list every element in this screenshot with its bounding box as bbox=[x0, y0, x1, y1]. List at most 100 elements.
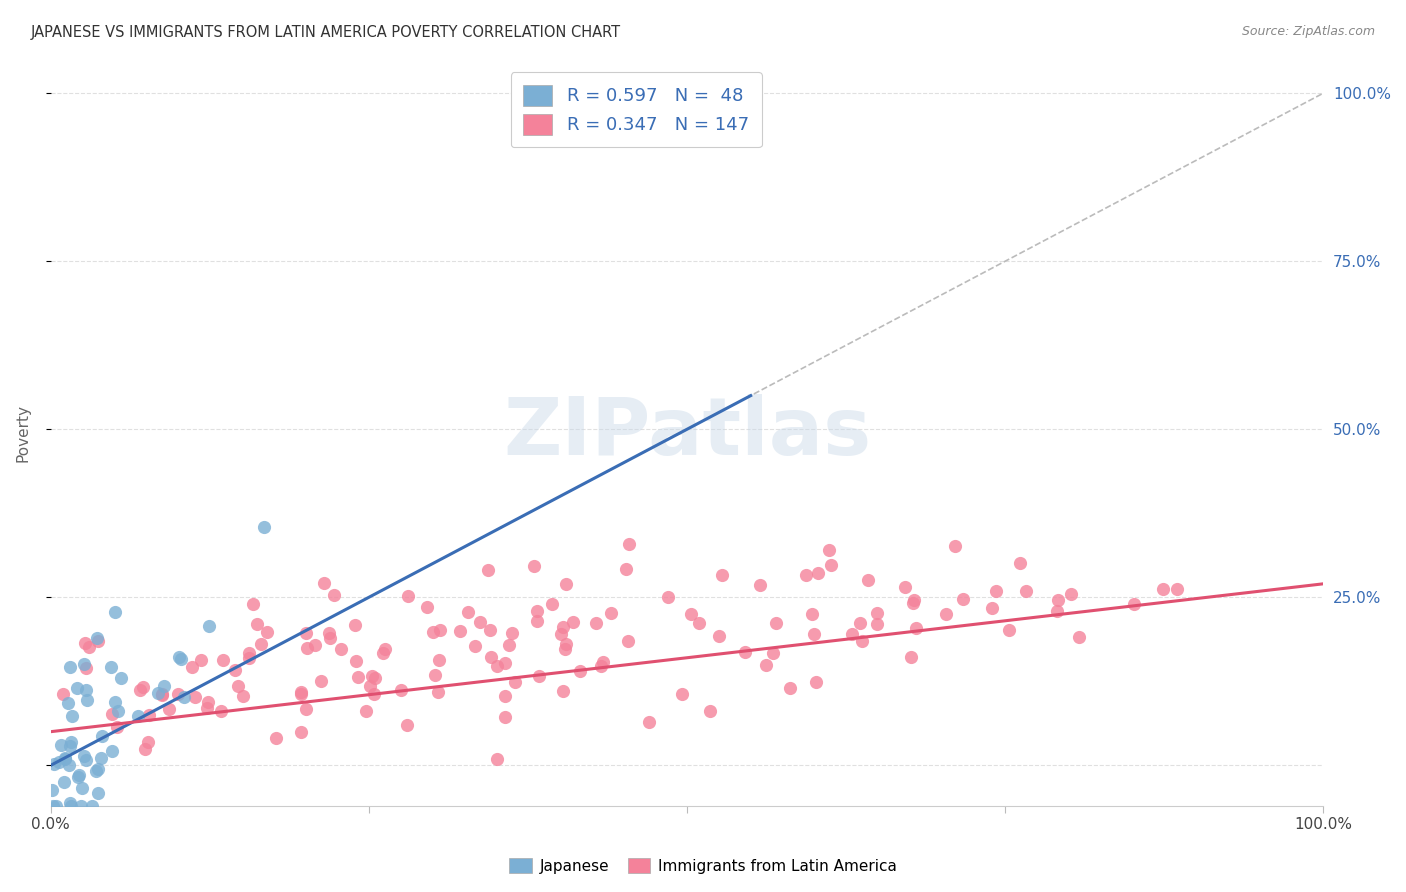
Point bbox=[561, 615, 583, 629]
Point bbox=[167, 649, 190, 664]
Point bbox=[75, 661, 97, 675]
Point bbox=[1067, 630, 1090, 644]
Point bbox=[952, 592, 974, 607]
Point bbox=[569, 664, 592, 678]
Legend: R = 0.597   N =  48, R = 0.347   N = 147: R = 0.597 N = 48, R = 0.347 N = 147 bbox=[510, 72, 762, 147]
Point bbox=[800, 607, 823, 622]
Point bbox=[347, 670, 370, 684]
Text: JAPANESE VS IMMIGRANTS FROM LATIN AMERICA POVERTY CORRELATION CHART: JAPANESE VS IMMIGRANTS FROM LATIN AMERIC… bbox=[31, 25, 621, 40]
Point bbox=[527, 669, 550, 683]
Point bbox=[48, 755, 70, 769]
Point bbox=[555, 577, 578, 591]
Point bbox=[804, 674, 827, 689]
Point bbox=[86, 762, 108, 776]
Point bbox=[389, 683, 412, 698]
Point bbox=[86, 787, 108, 801]
Point bbox=[617, 537, 640, 551]
Point bbox=[485, 752, 508, 766]
Point bbox=[41, 782, 63, 797]
Point bbox=[820, 558, 842, 572]
Point bbox=[794, 568, 817, 582]
Point bbox=[464, 639, 486, 653]
Point bbox=[52, 687, 75, 701]
Point bbox=[1008, 556, 1031, 570]
Point bbox=[84, 764, 107, 778]
Point bbox=[359, 679, 381, 693]
Point bbox=[76, 693, 98, 707]
Point bbox=[232, 689, 254, 703]
Legend: Japanese, Immigrants from Latin America: Japanese, Immigrants from Latin America bbox=[503, 852, 903, 880]
Point bbox=[290, 687, 312, 701]
Point bbox=[166, 687, 188, 701]
Point bbox=[90, 751, 112, 765]
Point bbox=[1014, 584, 1036, 599]
Point bbox=[146, 686, 169, 700]
Point bbox=[371, 647, 394, 661]
Point bbox=[295, 626, 318, 640]
Point bbox=[212, 653, 235, 667]
Point bbox=[290, 685, 312, 699]
Point bbox=[58, 758, 80, 772]
Point bbox=[614, 562, 637, 576]
Point bbox=[344, 654, 367, 668]
Point bbox=[58, 660, 80, 674]
Point bbox=[150, 687, 173, 701]
Point bbox=[190, 653, 212, 667]
Point bbox=[314, 576, 336, 591]
Point bbox=[105, 720, 128, 734]
Point bbox=[197, 619, 219, 633]
Point bbox=[209, 704, 232, 718]
Point bbox=[1047, 593, 1070, 607]
Point bbox=[344, 618, 367, 632]
Point bbox=[295, 641, 318, 656]
Point bbox=[104, 694, 127, 708]
Point bbox=[903, 593, 925, 607]
Point bbox=[817, 543, 839, 558]
Point bbox=[65, 681, 87, 695]
Point bbox=[540, 597, 562, 611]
Point bbox=[195, 701, 218, 715]
Point bbox=[256, 624, 278, 639]
Point bbox=[173, 690, 195, 704]
Point bbox=[138, 708, 160, 723]
Point bbox=[762, 646, 785, 660]
Point bbox=[77, 640, 100, 654]
Point bbox=[364, 671, 387, 685]
Point bbox=[427, 685, 450, 699]
Point bbox=[555, 637, 578, 651]
Point bbox=[449, 624, 471, 638]
Point bbox=[422, 624, 444, 639]
Point bbox=[304, 638, 326, 652]
Point bbox=[526, 614, 548, 628]
Point bbox=[479, 650, 502, 665]
Point bbox=[45, 798, 67, 813]
Point bbox=[657, 590, 679, 604]
Point bbox=[553, 683, 575, 698]
Point bbox=[900, 650, 922, 665]
Point bbox=[904, 621, 927, 635]
Point bbox=[75, 636, 97, 650]
Point bbox=[354, 704, 377, 718]
Point bbox=[374, 642, 396, 657]
Point bbox=[290, 724, 312, 739]
Point bbox=[755, 657, 778, 672]
Point bbox=[136, 735, 159, 749]
Point bbox=[1046, 604, 1069, 618]
Point bbox=[617, 633, 640, 648]
Point bbox=[1060, 587, 1083, 601]
Point bbox=[59, 798, 82, 813]
Point bbox=[551, 620, 574, 634]
Point bbox=[159, 701, 181, 715]
Point bbox=[749, 578, 772, 592]
Point bbox=[589, 659, 612, 673]
Point bbox=[330, 641, 353, 656]
Point bbox=[470, 615, 492, 630]
Point bbox=[55, 750, 77, 764]
Point bbox=[104, 605, 127, 619]
Point bbox=[150, 688, 173, 702]
Point bbox=[323, 588, 346, 602]
Point bbox=[550, 627, 572, 641]
Point bbox=[765, 616, 787, 631]
Point bbox=[67, 768, 90, 782]
Point bbox=[228, 679, 250, 693]
